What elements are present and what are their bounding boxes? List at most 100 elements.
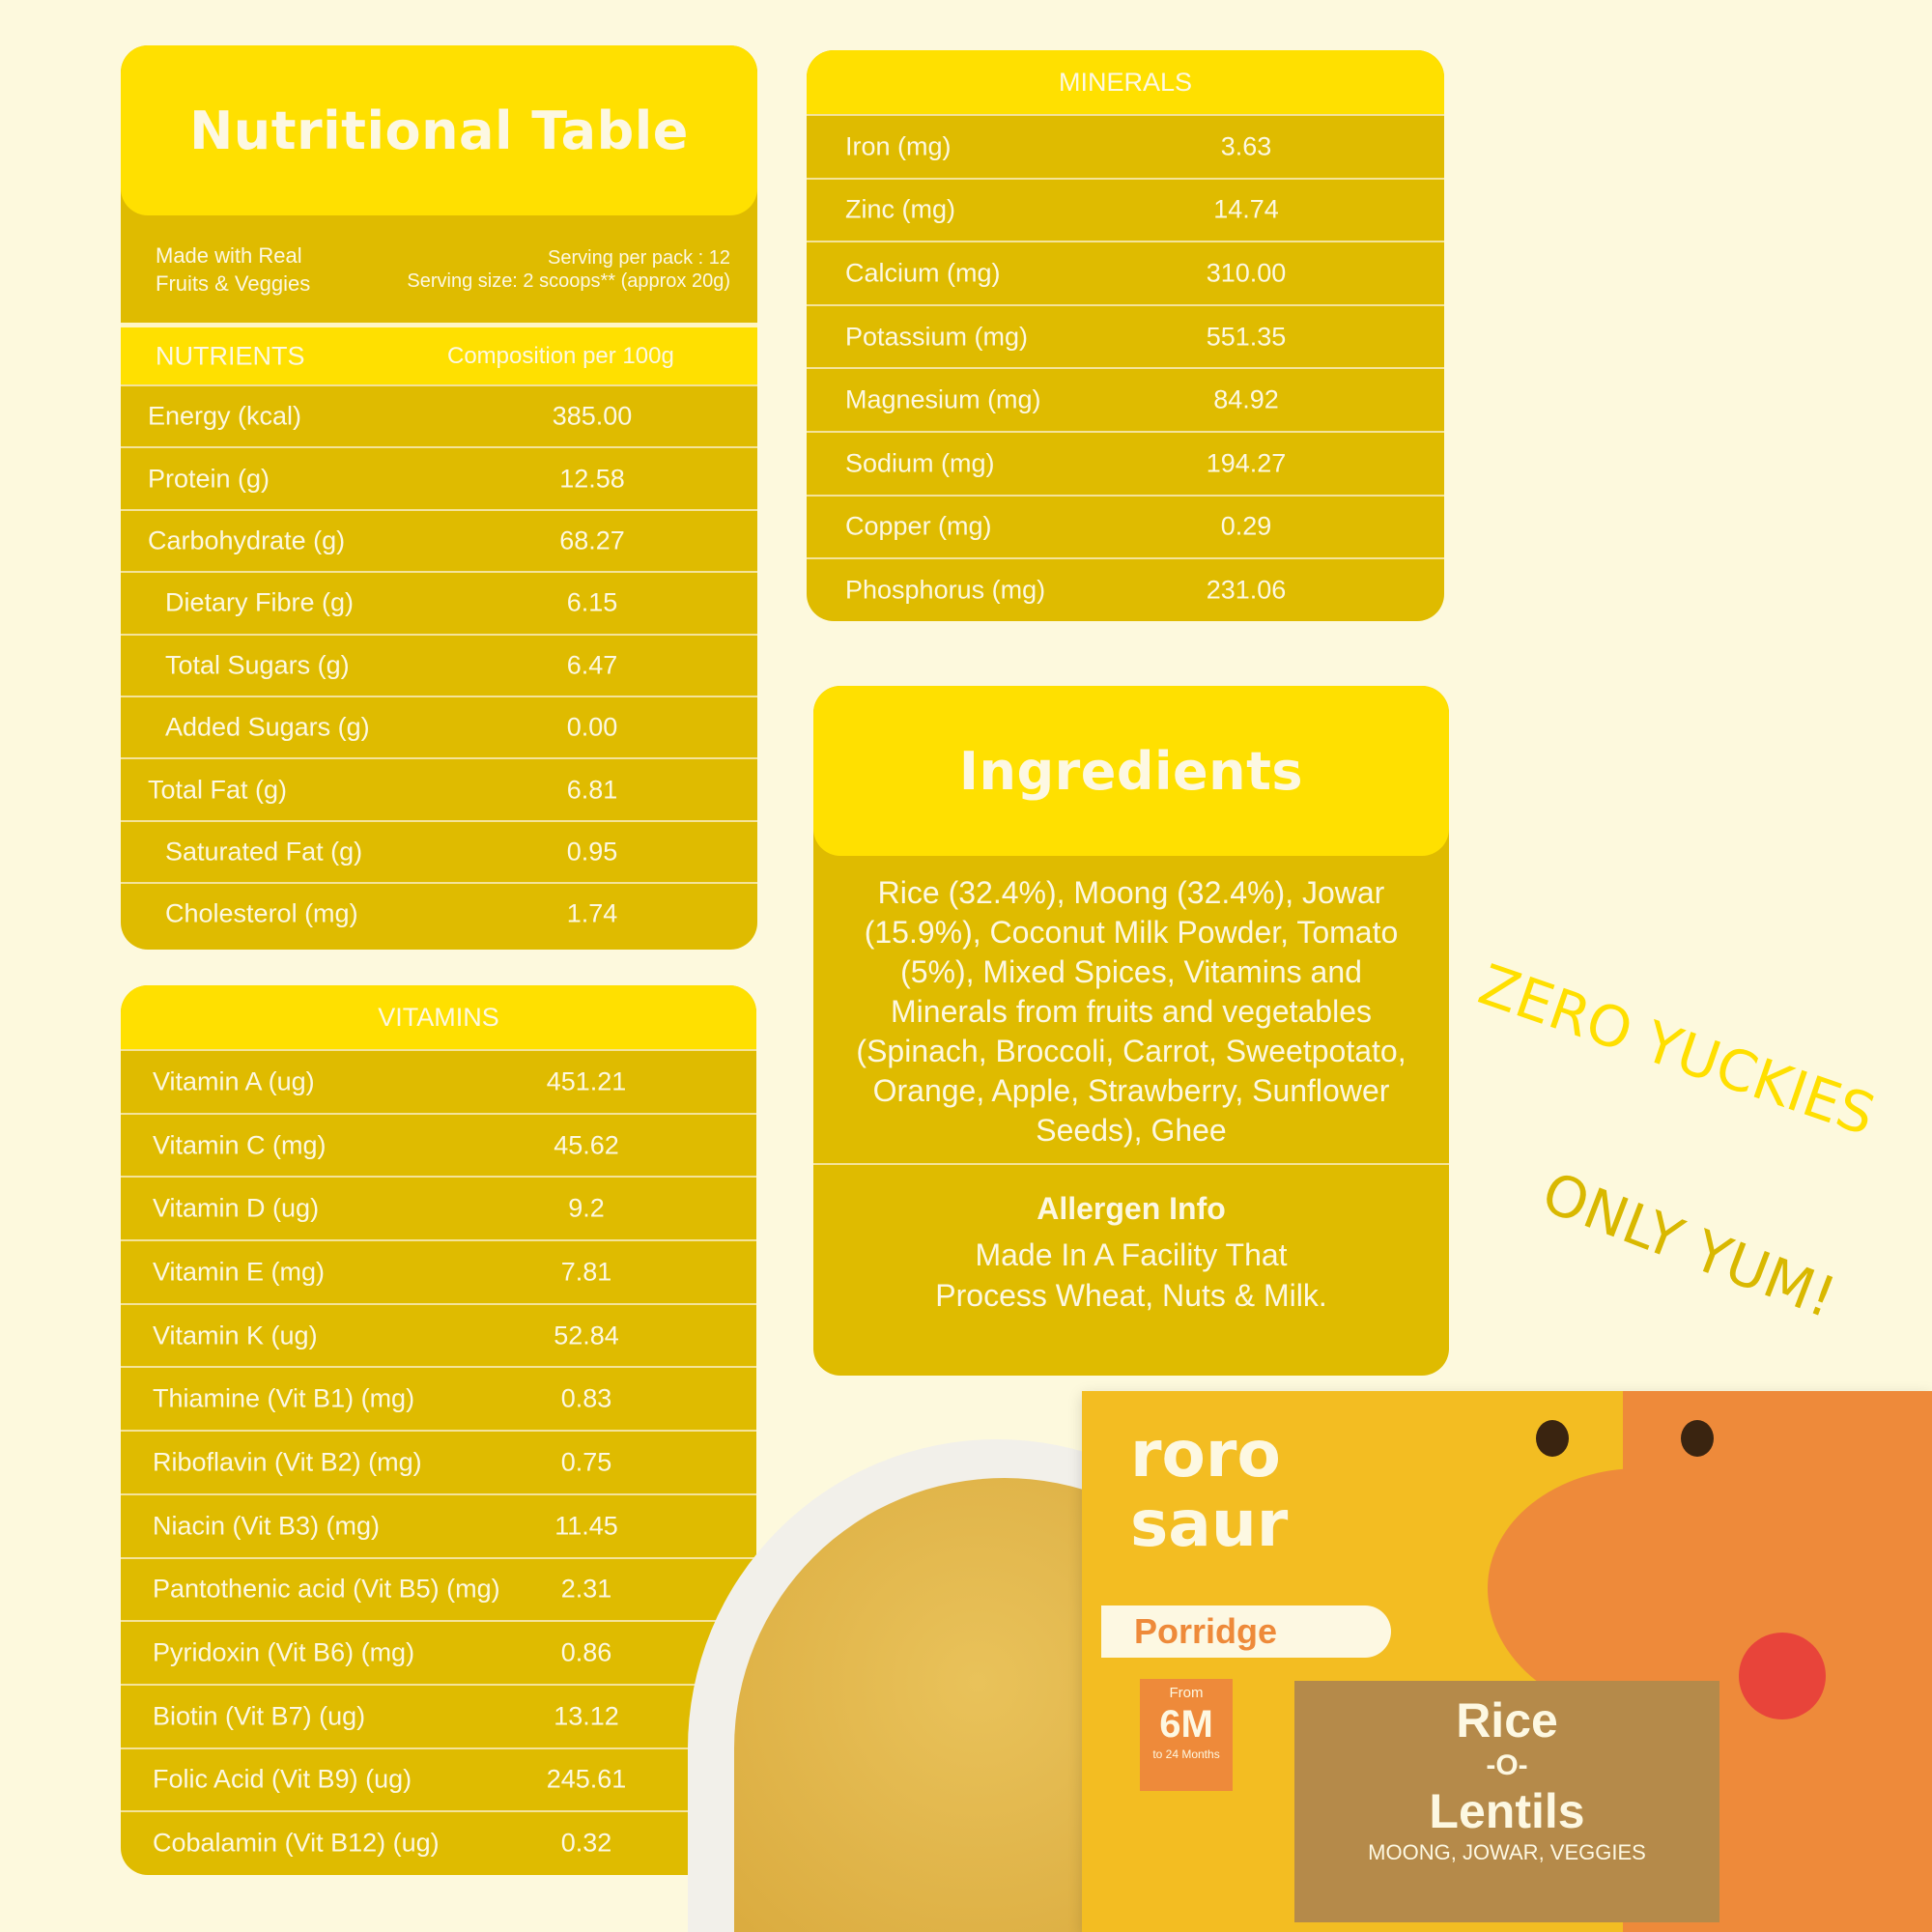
nutrient-row: Carbohydrate (g) 68.27 xyxy=(121,508,757,571)
age: 6M xyxy=(1159,1703,1213,1746)
vitamins-row: Thiamine (Vit B1) (mg) 0.83 xyxy=(121,1366,756,1430)
nutrient-row: Total Sugars (g) 6.47 xyxy=(121,633,757,696)
minerals-row: Zinc (mg) 14.74 xyxy=(807,177,1444,242)
minerals-row: Potassium (mg) 551.35 xyxy=(807,303,1444,368)
nutrient-value: 6.15 xyxy=(566,587,618,617)
product-name-3: Lentils xyxy=(1429,1784,1585,1838)
minerals-label: Sodium (mg) xyxy=(845,448,995,478)
minerals-row: Calcium (mg) 310.00 xyxy=(807,241,1444,304)
minerals-value: 14.74 xyxy=(1213,194,1279,224)
vitamins-value: 52.84 xyxy=(554,1321,619,1350)
age-from: From xyxy=(1169,1685,1204,1701)
nutrient-value: 6.81 xyxy=(566,775,618,805)
ingredients-text: Rice (32.4%), Moong (32.4%), Jowar (15.9… xyxy=(856,875,1406,1148)
minerals-value: 551.35 xyxy=(1206,322,1287,352)
allergen-title: Allergen Info xyxy=(1037,1191,1226,1226)
dino-eye-left xyxy=(1536,1420,1569,1457)
minerals-value: 231.06 xyxy=(1206,575,1287,605)
minerals-title: MINERALS xyxy=(807,50,1444,114)
vitamins-row: Biotin (Vit B7) (ug) 13.12 xyxy=(121,1683,756,1747)
vitamins-value: 13.12 xyxy=(554,1701,619,1731)
nutrient-value: 0.00 xyxy=(566,712,618,742)
nutrient-row: Dietary Fibre (g) 6.15 xyxy=(121,571,757,633)
vitamins-label: Biotin (Vit B7) (ug) xyxy=(153,1701,366,1731)
nutrient-label: Saturated Fat (g) xyxy=(165,837,363,867)
serving-info: Made with Real Fruits & Veggies Serving … xyxy=(121,215,757,323)
minerals-label: Iron (mg) xyxy=(845,131,952,161)
brand-logo: roro saur xyxy=(1130,1417,1289,1561)
minerals-value: 194.27 xyxy=(1206,448,1287,478)
tagline-line-2: Fruits & Veggies xyxy=(156,270,311,296)
slogan-line-2: ONLY YUM! xyxy=(1533,1159,1845,1331)
nutrients-table: Energy (kcal) 385.00 Protein (g) 12.58 Carbo… xyxy=(121,384,757,945)
category-label: Porridge xyxy=(1101,1605,1391,1658)
vitamins-label: Thiamine (Vit B1) (mg) xyxy=(153,1383,415,1413)
vitamins-label: Riboflavin (Vit B2) (mg) xyxy=(153,1447,422,1477)
vitamins-value: 2.31 xyxy=(560,1574,612,1604)
vitamins-row: Vitamin E (mg) 7.81 xyxy=(121,1239,756,1303)
vitamins-label: Vitamin D (ug) xyxy=(153,1193,320,1223)
minerals-row: Sodium (mg) 194.27 xyxy=(807,430,1444,495)
minerals-label: Zinc (mg) xyxy=(845,194,955,224)
vitamins-value: 245.61 xyxy=(546,1764,627,1794)
vitamins-row: Pantothenic acid (Vit B5) (mg) 2.31 xyxy=(121,1556,756,1621)
vitamins-row: Vitamin K (ug) 52.84 xyxy=(121,1302,756,1367)
vitamins-value: 451.21 xyxy=(546,1066,627,1096)
product-name-2: -O- xyxy=(1486,1749,1528,1781)
minerals-row: Phosphorus (mg) 231.06 xyxy=(807,557,1444,621)
vitamins-value: 9.2 xyxy=(568,1193,605,1223)
nutrient-label: Total Sugars (g) xyxy=(165,650,350,680)
vitamins-label: Pantothenic acid (Vit B5) (mg) xyxy=(153,1574,500,1604)
nutrient-label: Energy (kcal) xyxy=(148,401,302,431)
vitamins-label: Pyridoxin (Vit B6) (mg) xyxy=(153,1637,415,1667)
minerals-value: 310.00 xyxy=(1206,258,1287,288)
vitamins-row: Vitamin A (ug) 451.21 xyxy=(121,1049,756,1113)
nutrient-row: Protein (g) 12.58 xyxy=(121,446,757,508)
vitamins-value: 0.86 xyxy=(560,1637,612,1667)
vitamins-value: 0.83 xyxy=(560,1383,612,1413)
nutrient-label: Carbohydrate (g) xyxy=(148,526,346,555)
dino-eye-right xyxy=(1681,1420,1714,1457)
allergen-line-1: Made In A Facility That xyxy=(975,1237,1288,1272)
vitamins-value: 0.75 xyxy=(560,1447,612,1477)
vitamins-row: Folic Acid (Vit B9) (ug) 245.61 xyxy=(121,1747,756,1811)
vitamins-value: 45.62 xyxy=(554,1130,619,1160)
vitamins-value: 0.32 xyxy=(560,1828,612,1858)
minerals-label: Phosphorus (mg) xyxy=(845,575,1046,605)
minerals-row: Copper (mg) 0.29 xyxy=(807,494,1444,558)
age-to: to 24 Months xyxy=(1152,1747,1220,1761)
minerals-value: 84.92 xyxy=(1213,384,1279,414)
nutrient-label: Dietary Fibre (g) xyxy=(165,587,355,617)
tagline-line-1: Made with Real xyxy=(156,242,302,268)
nutrient-row: Total Fat (g) 6.81 xyxy=(121,757,757,819)
vitamins-value: 11.45 xyxy=(554,1511,618,1541)
minerals-label: Magnesium (mg) xyxy=(845,384,1041,414)
vitamins-value: 7.81 xyxy=(560,1257,612,1287)
vitamins-label: Niacin (Vit B3) (mg) xyxy=(153,1511,381,1541)
minerals-card: MINERALS Iron (mg) 3.63 Zinc (mg) 14.74 Calc… xyxy=(807,50,1444,621)
tomato-icon xyxy=(1739,1633,1826,1719)
vitamins-row: Riboflavin (Vit B2) (mg) 0.75 xyxy=(121,1430,756,1493)
minerals-value: 0.29 xyxy=(1220,511,1272,541)
nutrition-card: Nutritional Table Made with Real Fruits … xyxy=(121,45,757,950)
nutrients-column-label: NUTRIENTS xyxy=(156,341,305,370)
nutrient-value: 385.00 xyxy=(552,401,633,431)
vitamins-table: Vitamin A (ug) 451.21 Vitamin C (mg) 45.62 V… xyxy=(121,1049,756,1874)
vitamins-row: Niacin (Vit B3) (mg) 11.45 xyxy=(121,1492,756,1557)
minerals-value: 3.63 xyxy=(1220,131,1272,161)
nutrient-row: Added Sugars (g) 0.00 xyxy=(121,695,757,757)
minerals-row: Iron (mg) 3.63 xyxy=(807,114,1444,178)
nutrient-row: Cholesterol (mg) 1.74 xyxy=(121,882,757,944)
composition-column-label: Composition per 100g xyxy=(447,342,674,369)
product-name-1: Rice xyxy=(1456,1693,1558,1747)
minerals-row: Magnesium (mg) 84.92 xyxy=(807,367,1444,431)
vitamins-card: VITAMINS Vitamin A (ug) 451.21 Vitamin C (… xyxy=(121,985,756,1875)
nutrient-value: 12.58 xyxy=(559,464,625,494)
vitamins-label: Vitamin K (ug) xyxy=(153,1321,318,1350)
nutrient-value: 6.47 xyxy=(566,650,618,680)
nutrient-row: Saturated Fat (g) 0.95 xyxy=(121,819,757,882)
age-badge: From 6M to 24 Months xyxy=(1140,1679,1233,1791)
product-subtitle: MOONG, JOWAR, VEGGIES xyxy=(1368,1840,1646,1864)
vitamins-row: Cobalamin (Vit B12) (ug) 0.32 xyxy=(121,1810,756,1874)
vitamins-title: VITAMINS xyxy=(121,985,756,1049)
